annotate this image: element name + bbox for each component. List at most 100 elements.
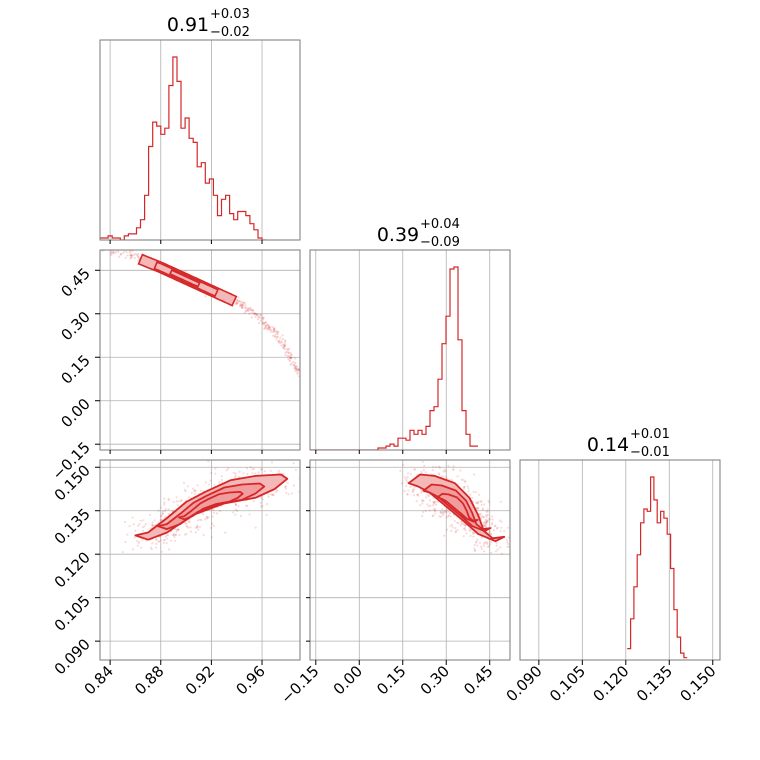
grid-layer bbox=[100, 40, 714, 660]
scatter-point bbox=[447, 514, 450, 517]
scatter-point bbox=[511, 548, 513, 550]
scatter-point bbox=[110, 253, 113, 256]
scatter-point bbox=[284, 487, 287, 490]
scatter-point bbox=[500, 526, 503, 529]
scatter-point bbox=[157, 540, 160, 543]
scatter-point bbox=[266, 493, 270, 496]
scatter-point bbox=[286, 348, 289, 352]
scatter-point bbox=[472, 532, 476, 535]
x-tick-label: 0.96 bbox=[233, 662, 269, 698]
scatter-point bbox=[202, 533, 205, 537]
scatter-point bbox=[413, 488, 416, 491]
scatter-point bbox=[289, 352, 292, 355]
scatter-point bbox=[214, 467, 217, 470]
scatter-point bbox=[476, 502, 479, 505]
scatter-point bbox=[149, 546, 153, 549]
scatter-point bbox=[134, 529, 137, 532]
scatter-point bbox=[187, 526, 190, 529]
axes-frame bbox=[99, 459, 301, 661]
scatter-point bbox=[411, 488, 414, 491]
scatter-point bbox=[132, 548, 135, 551]
scatter-point bbox=[224, 531, 227, 534]
scatter-point bbox=[141, 529, 144, 533]
scatter-point bbox=[495, 527, 498, 530]
scatter-point bbox=[283, 344, 286, 347]
scatter-point bbox=[241, 303, 244, 306]
scatter-point bbox=[157, 540, 160, 543]
scatter-point bbox=[106, 246, 108, 248]
scatter-point bbox=[489, 517, 492, 520]
scatter-point bbox=[172, 501, 175, 504]
scatter-point bbox=[167, 534, 170, 537]
scatter-point bbox=[136, 544, 139, 547]
scatter-point bbox=[452, 468, 455, 471]
contour-level-2 bbox=[169, 269, 201, 288]
scatter-point bbox=[292, 361, 295, 364]
scatter-point bbox=[270, 328, 273, 331]
scatter-point bbox=[443, 468, 446, 471]
scatter-point bbox=[259, 319, 262, 322]
panel-title-0: 0.91 bbox=[167, 14, 209, 36]
scatter-point bbox=[280, 341, 283, 344]
scatter-point bbox=[220, 478, 223, 481]
scatter-point bbox=[434, 512, 437, 515]
scatter-point bbox=[177, 528, 180, 531]
scatter-point bbox=[402, 463, 405, 467]
scatter-point bbox=[185, 524, 188, 528]
scatter-point bbox=[138, 540, 141, 543]
scatter-point bbox=[489, 551, 493, 554]
scatter-point bbox=[283, 342, 286, 345]
scatter-point bbox=[242, 303, 245, 307]
scatter-point bbox=[236, 299, 239, 302]
scatter-point bbox=[164, 535, 167, 538]
scatter-point bbox=[103, 246, 105, 248]
scatter-point bbox=[192, 487, 195, 490]
scatter-point bbox=[234, 474, 238, 477]
scatter-point bbox=[179, 500, 183, 503]
scatter-point bbox=[498, 519, 501, 522]
contour-level-1 bbox=[153, 261, 219, 298]
scatter-point bbox=[277, 340, 280, 343]
scatter-point bbox=[99, 247, 101, 249]
scatter-point bbox=[294, 357, 297, 360]
scatter-point bbox=[175, 500, 178, 503]
scatter-point bbox=[151, 524, 154, 527]
scatter-point bbox=[525, 548, 527, 550]
scatter-point bbox=[271, 334, 275, 337]
scatter-point bbox=[157, 509, 160, 512]
scatter-point bbox=[167, 498, 170, 502]
scatter-point bbox=[249, 308, 252, 312]
scatter-point bbox=[234, 302, 237, 305]
scatter-point bbox=[490, 515, 494, 518]
scatter-point bbox=[163, 497, 166, 500]
scatter-point bbox=[432, 465, 435, 468]
histogram-2 bbox=[627, 476, 688, 659]
scatter-point bbox=[264, 321, 267, 324]
y-tick-label: 0.120 bbox=[51, 548, 94, 591]
scatter-point bbox=[234, 503, 237, 506]
scatter-point bbox=[232, 511, 235, 514]
scatter-point bbox=[427, 505, 430, 508]
scatter-point bbox=[261, 321, 264, 324]
scatter-point bbox=[493, 525, 496, 528]
scatter-point bbox=[242, 472, 245, 475]
scatter-point bbox=[248, 312, 251, 315]
scatter-point bbox=[487, 518, 490, 521]
scatter-point bbox=[271, 493, 274, 496]
scatter-point bbox=[144, 523, 147, 526]
axes-frame bbox=[519, 459, 721, 661]
scatter-point bbox=[484, 525, 487, 528]
scatter-point bbox=[432, 504, 435, 507]
scatter-point bbox=[124, 256, 127, 259]
scatter-point bbox=[105, 245, 107, 247]
y-tick-label: 0.135 bbox=[51, 505, 94, 548]
scatter-point bbox=[240, 305, 243, 308]
scatter-point bbox=[212, 524, 215, 528]
scatter-point bbox=[267, 328, 270, 331]
scatter-point bbox=[295, 368, 298, 371]
scatter-point bbox=[433, 501, 436, 504]
scatter-point bbox=[143, 525, 146, 528]
x-tick-label: 0.88 bbox=[131, 662, 167, 698]
panel-title-upper-1: +0.04 bbox=[420, 217, 460, 232]
scatter-point bbox=[417, 494, 420, 497]
